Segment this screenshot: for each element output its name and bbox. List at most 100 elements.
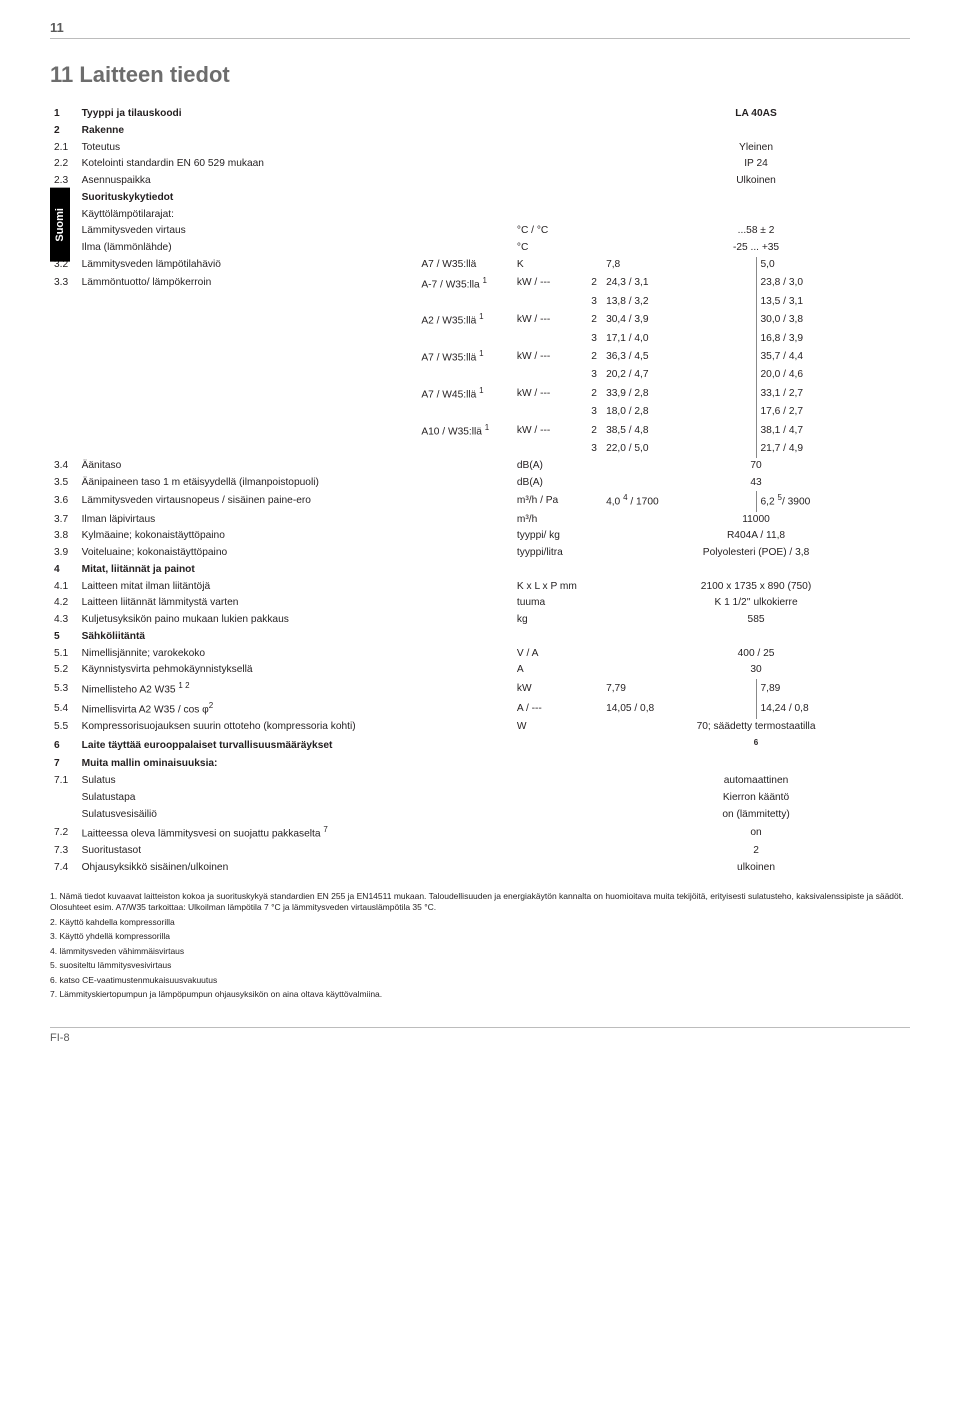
row-label: Rakenne xyxy=(78,123,910,140)
row-sup: 2 xyxy=(587,310,602,330)
row-val-a: 33,9 / 2,8 xyxy=(602,384,756,404)
row-value: 400 / 25 xyxy=(602,646,910,663)
row-label: Lämmitysveden virtausnopeus / sisäinen p… xyxy=(78,491,513,511)
row-val-b: 14,24 / 0,8 xyxy=(756,699,910,719)
row-val-b: 33,1 / 2,7 xyxy=(756,384,910,404)
row-label: Laitteen mitat ilman liitäntöjä xyxy=(78,579,513,596)
footnotes: 1. Nämä tiedot kuvaavat laitteiston koko… xyxy=(50,891,910,1001)
row-unit: °C / °C xyxy=(513,223,587,240)
spec-table: 1Tyyppi ja tilauskoodiLA 40AS 2Rakenne 2… xyxy=(50,106,910,877)
row-label: Käyttölämpötilarajat: xyxy=(78,207,910,224)
row-label: Tyyppi ja tilauskoodi xyxy=(78,106,588,123)
row-label: Kylmäaine; kokonaistäyttöpaino xyxy=(78,528,513,545)
row-label: Suoritustasot xyxy=(78,843,588,860)
row-label: Asennuspaikka xyxy=(78,173,588,190)
row-val-b: 21,7 / 4,9 xyxy=(756,441,910,458)
row-sup: 2 xyxy=(587,384,602,404)
row-label: Voiteluaine; kokonaistäyttöpaino xyxy=(78,545,513,562)
row-num: 3.3 xyxy=(50,274,78,294)
row-num: 4.3 xyxy=(50,612,78,629)
row-unit: V / A xyxy=(513,646,587,663)
row-sup: 3 xyxy=(587,441,602,458)
row-val-b: 6,2 5/ 3900 xyxy=(756,491,910,511)
row-num: 7.4 xyxy=(50,860,78,877)
row-sup: 3 xyxy=(587,367,602,384)
row-sup: 2 xyxy=(587,421,602,441)
row-label: Laitteessa oleva lämmitysvesi on suojatt… xyxy=(78,823,588,843)
row-num: 5 xyxy=(50,629,78,646)
row-label: Sähköliitäntä xyxy=(78,629,910,646)
row-value: automaattinen xyxy=(602,773,910,790)
row-unit: tuuma xyxy=(513,595,587,612)
row-value: ulkoinen xyxy=(602,860,910,877)
footnote: 7. Lämmityskiertopumpun ja lämpöpumpun o… xyxy=(50,989,910,1000)
row-value: IP 24 xyxy=(602,156,910,173)
row-num: 5.2 xyxy=(50,662,78,679)
row-val-a: 14,05 / 0,8 xyxy=(602,699,756,719)
row-label: Muita mallin ominaisuuksia: xyxy=(78,756,910,773)
row-val-a: 4,0 4 / 1700 xyxy=(602,491,756,511)
row-value: Polyolesteri (POE) / 3,8 xyxy=(602,545,910,562)
footnote: 3. Käyttö yhdellä kompressorilla xyxy=(50,931,910,942)
row-unit: W xyxy=(513,719,587,736)
row-num: 4.1 xyxy=(50,579,78,596)
row-unit: tyyppi/litra xyxy=(513,545,587,562)
row-val-b: 5,0 xyxy=(756,257,910,274)
row-num: 2.1 xyxy=(50,140,78,157)
row-unit: A xyxy=(513,662,587,679)
row-val-b: 23,8 / 3,0 xyxy=(756,274,910,294)
row-num: 2.2 xyxy=(50,156,78,173)
row-label: Käynnistysvirta pehmokäynnistyksellä xyxy=(78,662,513,679)
row-value: Kierron kääntö xyxy=(602,790,910,807)
row-num: 3.7 xyxy=(50,512,78,529)
row-value: Yleinen xyxy=(602,140,910,157)
row-val-b: 38,1 / 4,7 xyxy=(756,421,910,441)
row-num: 7.2 xyxy=(50,823,78,843)
row-unit: dB(A) xyxy=(513,475,587,492)
row-label: Mitat, liitännät ja painot xyxy=(78,562,910,579)
row-num: 7 xyxy=(50,756,78,773)
row-cond: A2 / W35:llä 1 xyxy=(417,310,513,330)
page-corner-number: 11 xyxy=(50,20,64,35)
row-val-a: 30,4 / 3,9 xyxy=(602,310,756,330)
row-label: Laite täyttää eurooppalaiset turvallisuu… xyxy=(78,736,588,756)
row-label: Nimellisvirta A2 W35 / cos φ2 xyxy=(78,699,513,719)
row-num: 4.2 xyxy=(50,595,78,612)
row-value: 11000 xyxy=(602,512,910,529)
row-val-b: 13,5 / 3,1 xyxy=(756,294,910,311)
row-label: Nimellisjännite; varokekoko xyxy=(78,646,513,663)
row-unit: kg xyxy=(513,612,587,629)
row-label: Ohjausyksikkö sisäinen/ulkoinen xyxy=(78,860,588,877)
row-label: Lämmitysveden virtaus xyxy=(78,223,418,240)
row-val-a: 22,0 / 5,0 xyxy=(602,441,756,458)
row-label: Kompressorisuojauksen suurin ottoteho (k… xyxy=(78,719,513,736)
row-unit: dB(A) xyxy=(513,458,587,475)
row-val-b: 16,8 / 3,9 xyxy=(756,331,910,348)
row-num: 3.5 xyxy=(50,475,78,492)
row-unit: kW xyxy=(513,679,587,699)
row-unit: m³/h / Pa xyxy=(513,491,587,511)
row-val-a: 7,8 xyxy=(602,257,756,274)
row-sup: 3 xyxy=(587,294,602,311)
row-val-b: 7,89 xyxy=(756,679,910,699)
row-label: Lämmöntuotto/ lämpökerroin xyxy=(78,274,418,294)
row-unit: °C xyxy=(513,240,587,257)
row-label: Sulatus xyxy=(78,773,588,790)
row-num: 5.3 xyxy=(50,679,78,699)
footnote: 1. Nämä tiedot kuvaavat laitteiston koko… xyxy=(50,891,910,914)
row-unit: K xyxy=(513,257,587,274)
row-val-a: 13,8 / 3,2 xyxy=(602,294,756,311)
row-num: 5.1 xyxy=(50,646,78,663)
row-unit: A / --- xyxy=(513,699,587,719)
row-value: 2 xyxy=(602,843,910,860)
row-cond: A-7 / W35:lla 1 xyxy=(417,274,513,294)
row-sup: 2 xyxy=(587,274,602,294)
row-val-a: 7,79 xyxy=(602,679,756,699)
row-value: 6 xyxy=(602,736,910,756)
row-unit: kW / --- xyxy=(513,347,587,367)
header-rule xyxy=(50,38,910,39)
row-sup: 3 xyxy=(587,404,602,421)
row-val-a: 20,2 / 4,7 xyxy=(602,367,756,384)
row-label: Laitteen liitännät lämmitystä varten xyxy=(78,595,513,612)
row-val-a: 38,5 / 4,8 xyxy=(602,421,756,441)
